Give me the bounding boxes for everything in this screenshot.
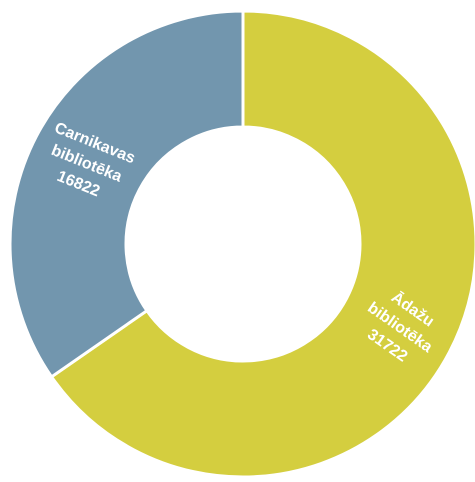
donut-slice-1 bbox=[8, 9, 245, 379]
donut-slice-0 bbox=[49, 9, 475, 479]
